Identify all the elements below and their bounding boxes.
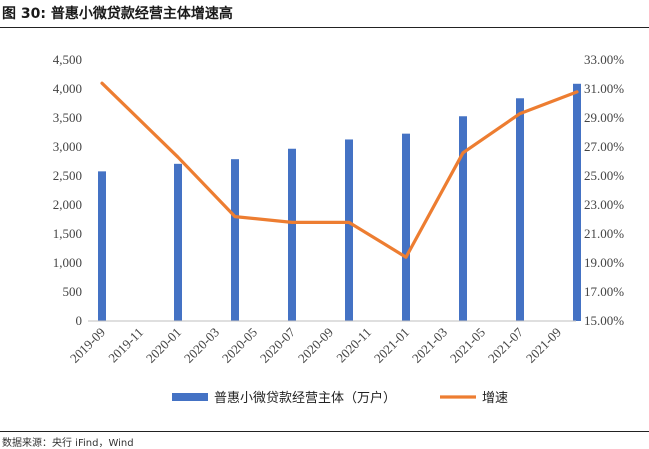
bar-series bbox=[98, 83, 581, 321]
right-axis: 15.00% 17.00% 19.00% 21.00% 23.00% 25.00% 27.0… bbox=[584, 52, 624, 328]
x-tick-label: 2021-01 bbox=[371, 325, 412, 366]
legend-label-bar: 普惠小微贷款经营主体（万户） bbox=[214, 390, 396, 406]
x-tick-label: 2021-05 bbox=[447, 325, 488, 366]
right-tick-label: 33.00% bbox=[584, 52, 624, 67]
left-tick-label: 0 bbox=[76, 313, 83, 328]
line-series bbox=[100, 81, 579, 259]
bar bbox=[98, 171, 106, 321]
left-tick-label: 4,500 bbox=[53, 52, 82, 67]
legend: 普惠小微贷款经营主体（万户） 增速 bbox=[172, 390, 508, 406]
bar bbox=[231, 159, 239, 321]
left-tick-label: 2,000 bbox=[53, 197, 82, 212]
x-tick-label: 2020-01 bbox=[143, 325, 184, 366]
x-tick-label: 2020-11 bbox=[333, 325, 374, 366]
figure-title: 图 30: 普惠小微贷款经营主体增速高 bbox=[2, 6, 233, 22]
right-tick-label: 15.00% bbox=[584, 313, 624, 328]
x-tick-label: 2021-07 bbox=[485, 324, 527, 366]
left-tick-label: 500 bbox=[63, 284, 83, 299]
x-tick-label: 2021-03 bbox=[409, 325, 450, 366]
bar bbox=[402, 133, 410, 321]
right-tick-label: 21.00% bbox=[584, 226, 624, 241]
right-tick-label: 27.00% bbox=[584, 139, 624, 154]
left-tick-label: 1,000 bbox=[53, 255, 82, 270]
x-tick-label: 2020-07 bbox=[257, 324, 299, 366]
growth-line bbox=[100, 81, 579, 259]
right-tick-label: 17.00% bbox=[584, 284, 624, 299]
left-tick-label: 4,000 bbox=[53, 81, 82, 96]
bar bbox=[516, 98, 524, 321]
left-tick-label: 3,000 bbox=[53, 139, 82, 154]
right-tick-label: 25.00% bbox=[584, 168, 624, 183]
bar bbox=[573, 83, 581, 321]
legend-label-line: 增速 bbox=[482, 391, 508, 406]
bar bbox=[174, 163, 182, 321]
x-tick-label: 2020-09 bbox=[295, 325, 336, 366]
right-tick-label: 29.00% bbox=[584, 110, 624, 125]
left-tick-label: 3,500 bbox=[53, 110, 82, 125]
right-tick-label: 31.00% bbox=[584, 81, 624, 96]
x-axis: 2019-092019-112020-012020-032020-052020-… bbox=[67, 324, 564, 366]
bar bbox=[288, 148, 296, 321]
x-tick-label: 2019-09 bbox=[67, 325, 108, 366]
x-tick-label: 2019-11 bbox=[105, 325, 146, 366]
left-axis: 0 500 1,000 1,500 2,000 2,500 3,000 3,500 4,000 4… bbox=[53, 52, 82, 328]
left-tick-label: 1,500 bbox=[53, 226, 82, 241]
legend-swatch-bar bbox=[172, 393, 208, 401]
x-tick-label: 2021-09 bbox=[523, 325, 564, 366]
x-tick-label: 2020-03 bbox=[181, 325, 222, 366]
bar bbox=[345, 139, 353, 321]
right-tick-label: 23.00% bbox=[584, 197, 624, 212]
right-tick-label: 19.00% bbox=[584, 255, 624, 270]
footer-divider bbox=[0, 431, 649, 432]
title-divider bbox=[0, 27, 649, 28]
bar bbox=[459, 116, 467, 321]
left-tick-label: 2,500 bbox=[53, 168, 82, 183]
x-tick-label: 2020-05 bbox=[219, 325, 260, 366]
